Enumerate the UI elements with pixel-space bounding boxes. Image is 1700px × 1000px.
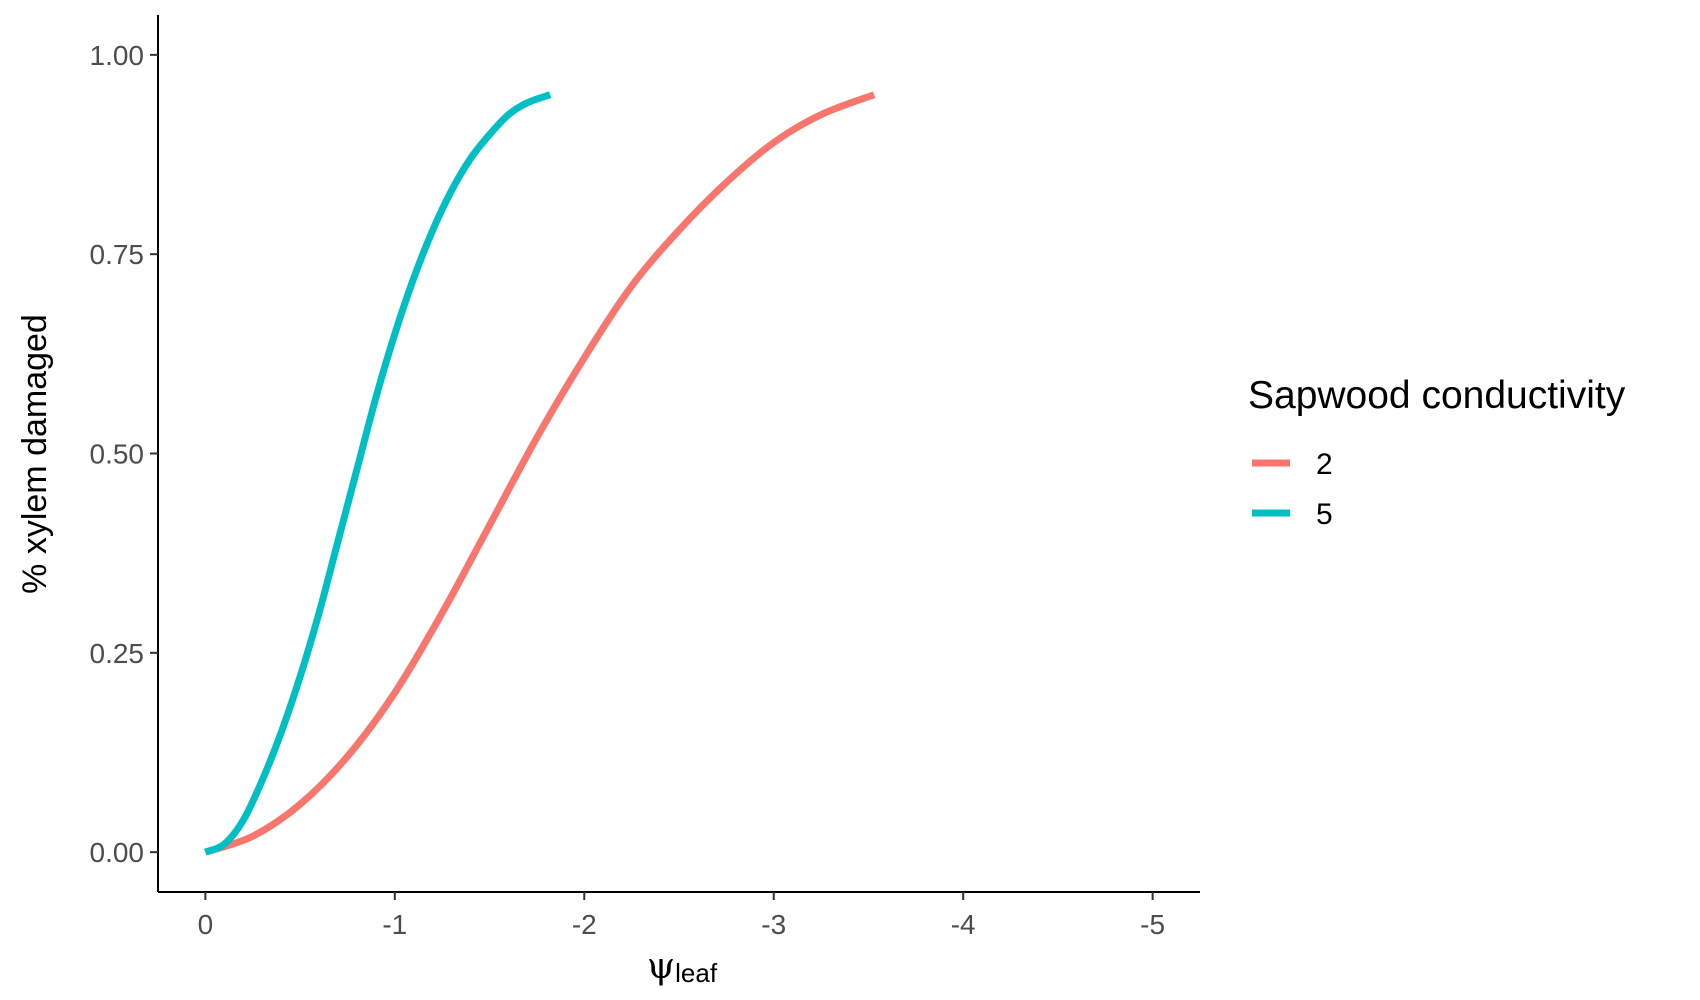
x-tick-label: -1 bbox=[382, 909, 407, 940]
y-tick-label: 0.00 bbox=[90, 837, 145, 868]
x-tick-label: -4 bbox=[951, 909, 976, 940]
axes bbox=[157, 15, 1200, 893]
series-line-2 bbox=[204, 91, 876, 856]
y-tick-label: 0.75 bbox=[90, 239, 145, 270]
y-ticks: 0.00 0.25 0.50 0.75 1.00 bbox=[90, 40, 158, 868]
x-tick-label: 0 bbox=[198, 909, 214, 940]
x-ticks: 0 -1 -2 -3 -4 -5 bbox=[198, 892, 1165, 940]
legend-label-2: 2 bbox=[1316, 448, 1333, 481]
y-tick-label: 1.00 bbox=[90, 40, 145, 71]
x-tick-label: -5 bbox=[1140, 909, 1165, 940]
y-tick-label: 0.50 bbox=[90, 439, 145, 470]
y-tick-label: 0.25 bbox=[90, 638, 145, 669]
x-axis-title-subscript: leaf bbox=[675, 958, 718, 988]
x-tick-label: -2 bbox=[572, 909, 597, 940]
x-axis-title: ψleaf bbox=[647, 946, 718, 988]
legend-label-5: 5 bbox=[1316, 498, 1333, 531]
legend-items: 25 bbox=[1252, 448, 1333, 531]
legend-title: Sapwood conductivity bbox=[1248, 374, 1626, 417]
x-axis-title-symbol: ψ bbox=[647, 946, 675, 987]
legend: Sapwood conductivity 25 bbox=[1248, 374, 1626, 531]
x-tick-label: -3 bbox=[761, 909, 786, 940]
series-line-5 bbox=[204, 91, 552, 856]
y-axis-title: % xylem damaged bbox=[16, 314, 54, 594]
plot-lines bbox=[204, 91, 876, 856]
